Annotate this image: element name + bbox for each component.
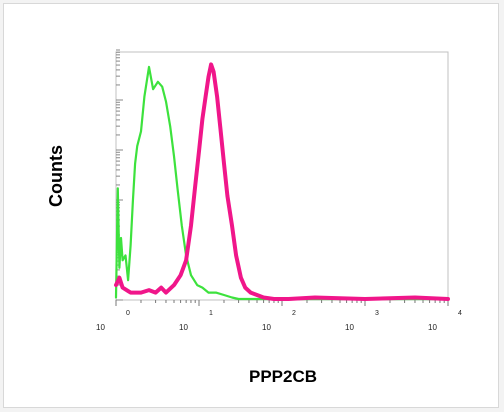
x-tick-exponent: 0 <box>126 310 130 317</box>
y-axis-label: Counts <box>46 145 66 207</box>
series-line-2 <box>114 62 450 301</box>
x-tick-label: 10 <box>96 323 105 332</box>
x-tick-exponent: 4 <box>458 310 462 317</box>
x-axis-label: PPP2CB <box>249 367 317 386</box>
series-layer <box>114 62 450 301</box>
x-tick-label: 10 <box>179 323 188 332</box>
x-tick-exponent: 3 <box>375 310 379 317</box>
plot-frame <box>115 51 449 301</box>
series-line-1 <box>114 65 450 301</box>
x-tick-label: 10 <box>345 323 354 332</box>
x-tick-exponent: 2 <box>292 310 296 317</box>
x-tick-label: 10 <box>428 323 437 332</box>
x-tick-label: 10 <box>262 323 271 332</box>
x-tick-exponent: 1 <box>209 310 213 317</box>
x-axis-tick-labels: 10 0 10 1 10 2 10 3 10 4 <box>96 310 462 332</box>
